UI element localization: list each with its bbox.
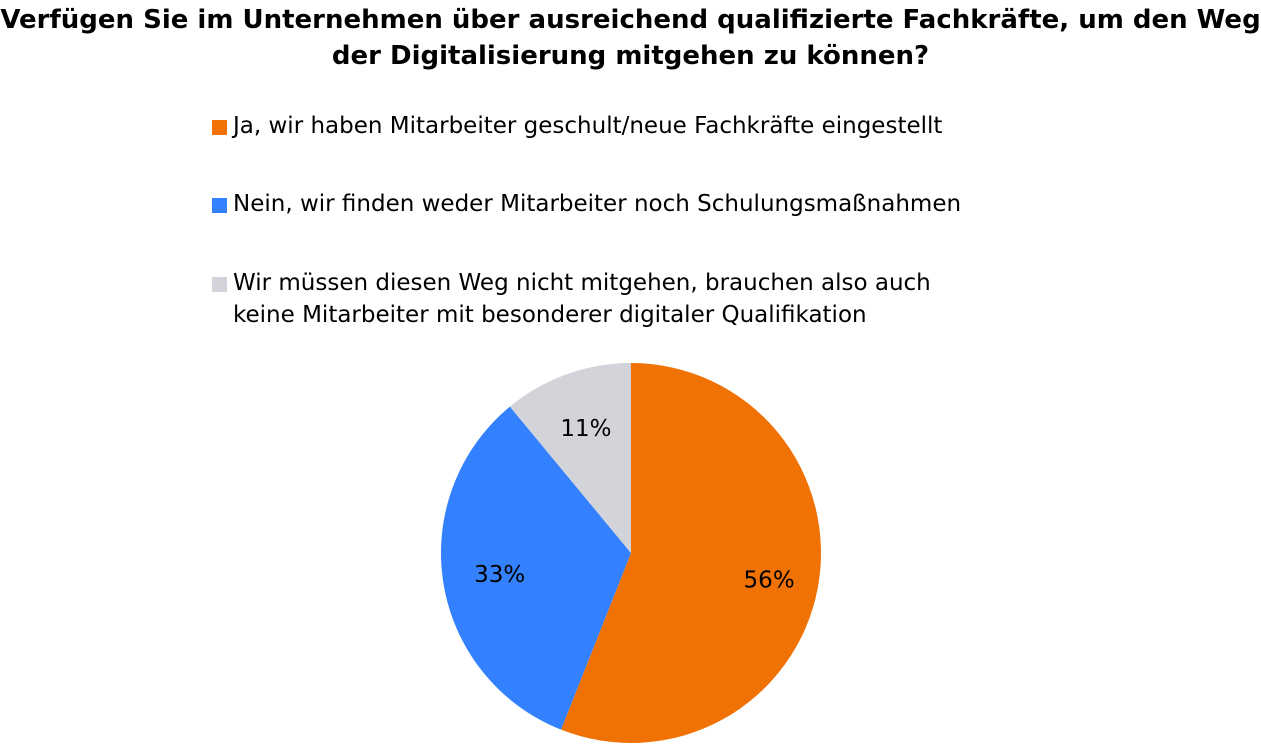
legend-label-nein: Nein, wir finden weder Mitarbeiter noch …	[233, 191, 962, 217]
chart-title: Verfügen Sie im Unternehmen über ausreic…	[0, 5, 1261, 71]
pie-slice-ja	[561, 363, 821, 743]
legend-swatch-ja	[212, 120, 227, 135]
pie-slice-nein	[440, 406, 631, 730]
pie-slice-nicht-mitgehen	[509, 363, 631, 553]
pie-label-ja: 56%	[744, 567, 795, 593]
legend-label-ja: Ja, wir haben Mitarbeiter geschult/neue …	[233, 113, 943, 139]
legend-item-nein: Nein, wir finden weder Mitarbeiter noch …	[212, 188, 1073, 220]
legend-swatch-nicht-mitgehen	[212, 277, 227, 292]
legend-item-ja: Ja, wir haben Mitarbeiter geschult/neue …	[212, 110, 1073, 142]
legend-swatch-nein	[212, 198, 227, 213]
legend-item-nicht-mitgehen: Wir müssen diesen Weg nicht mitgehen, br…	[212, 267, 1073, 331]
pie-label-nein: 33%	[474, 562, 525, 588]
pie-label-nicht-mitgehen: 11%	[560, 416, 611, 442]
legend-label-nicht-mitgehen: Wir müssen diesen Weg nicht mitgehen, br…	[233, 270, 931, 328]
